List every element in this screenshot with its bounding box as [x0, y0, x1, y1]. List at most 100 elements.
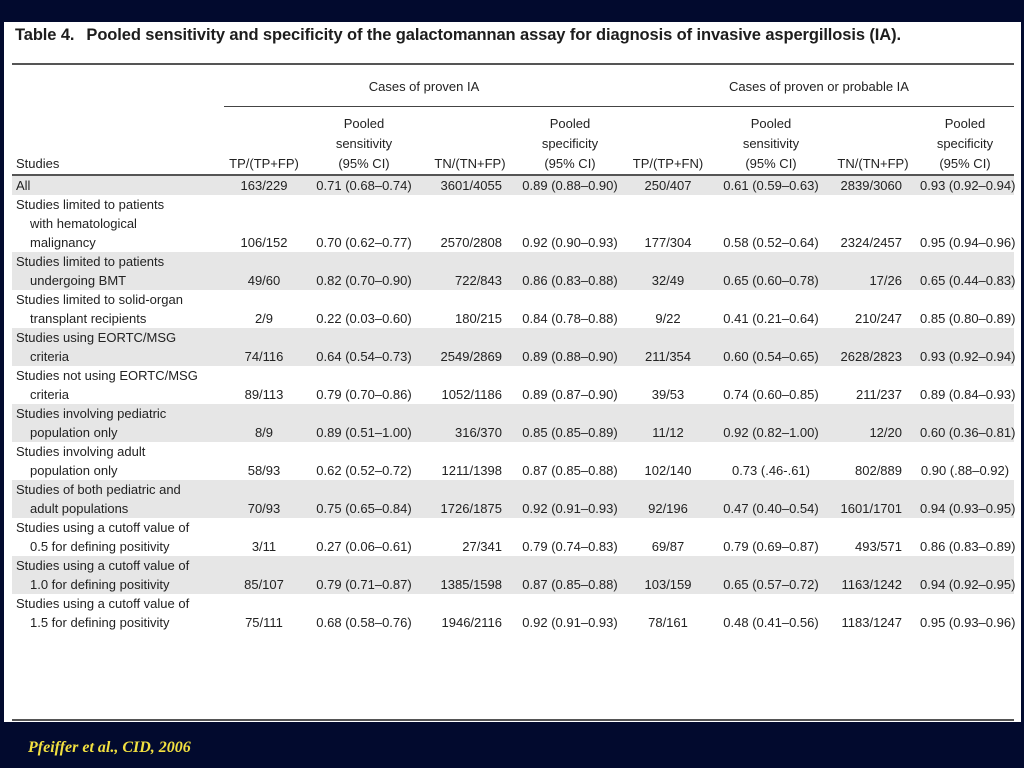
- value-cell: 180/215: [455, 311, 502, 326]
- value-cell: 8/9: [254, 425, 274, 440]
- value-cell: 0.92 (0.91–0.93): [522, 501, 618, 516]
- study-label-line: Studies using a cutoff value of: [16, 520, 190, 535]
- value-cell: 103/159: [644, 577, 692, 592]
- value-cell: 92/196: [648, 501, 688, 516]
- value-cell: 0.93 (0.92–0.94): [920, 349, 1016, 364]
- value-cell: 0.75 (0.65–0.84): [316, 501, 412, 516]
- study-label-line: Studies involving adult: [16, 444, 146, 459]
- value-cell: 69/87: [651, 539, 685, 554]
- value-cell: 211/354: [644, 349, 692, 364]
- study-label-line: population only: [30, 425, 118, 440]
- column-header-label: Pooled sensitivity (95% CI): [335, 116, 393, 171]
- value-cell: 106/152: [240, 235, 288, 250]
- citation: Pfeiffer et al., CID, 2006: [28, 739, 191, 756]
- value-cell: 0.92 (0.90–0.93): [522, 235, 618, 250]
- column-header: TN/(TN+FP): [424, 107, 516, 176]
- value-cell: 0.89 (0.51–1.00): [316, 425, 412, 440]
- value-cell: 0.95 (0.93–0.96): [920, 615, 1016, 630]
- table-caption: Pooled sensitivity and specificity of th…: [86, 26, 901, 44]
- column-header: Pooled specificity (95% CI): [516, 107, 624, 176]
- value-cell: 102/140: [644, 463, 692, 478]
- study-label-line: criteria: [30, 387, 70, 402]
- study-label-line: Studies limited to patients: [16, 197, 165, 212]
- value-cell: 2570/2808: [440, 235, 502, 250]
- study-label-line: Studies limited to solid-organ: [16, 292, 183, 307]
- value-cell: 1211/1398: [441, 463, 503, 478]
- value-cell: 74/116: [244, 349, 284, 364]
- study-label-line: Studies using EORTC/MSG: [16, 330, 177, 345]
- value-cell: 58/93: [247, 463, 281, 478]
- column-header-label: TN/(TN+FP): [434, 156, 506, 171]
- study-label-line: 1.5 for defining positivity: [30, 615, 170, 630]
- table-row: Studies limited to solid-organ transplant…: [12, 290, 1015, 328]
- group-header-spacer: [12, 66, 224, 107]
- value-cell: 0.79 (0.74–0.83): [522, 539, 618, 554]
- study-cell: Studies limited to solid-organ transplant…: [12, 290, 224, 328]
- value-cell: 0.89 (0.88–0.90): [522, 349, 618, 364]
- value-cell: 0.74 (0.60–0.85): [723, 387, 819, 402]
- study-label-line: adult populations: [30, 501, 129, 516]
- table-row: Studies using a cutoff value of 1.5 for d…: [12, 594, 1016, 632]
- table-row: Studies using a cutoff value of 1.0 for d…: [12, 556, 1016, 594]
- results-table: Cases of proven IA Cases of proven or pr…: [12, 66, 1016, 632]
- study-label-line: Studies limited to patients: [16, 254, 165, 269]
- value-cell: 163/229: [240, 178, 288, 193]
- value-cell: 0.94 (0.92–0.95): [920, 577, 1016, 592]
- value-cell: 0.71 (0.68–0.74): [316, 178, 412, 193]
- value-cell: 17/26: [869, 273, 902, 288]
- value-cell: 0.61 (0.59–0.63): [723, 178, 819, 193]
- value-cell: 0.87 (0.85–0.88): [522, 577, 618, 592]
- value-cell: 49/60: [247, 273, 281, 288]
- value-cell: 32/49: [651, 273, 685, 288]
- value-cell: 0.58 (0.52–0.64): [723, 235, 819, 250]
- column-header-label: Pooled sensitivity (95% CI): [742, 116, 800, 171]
- study-label-line: Studies using a cutoff value of: [16, 558, 190, 573]
- study-label-line: 1.0 for defining positivity: [30, 577, 170, 592]
- value-cell: 250/407: [644, 178, 692, 193]
- value-cell: 2549/2869: [440, 349, 502, 364]
- study-cell: Studies involving adult population only: [12, 442, 224, 480]
- study-label-line: population only: [30, 463, 118, 478]
- value-cell: 2839/3060: [840, 178, 902, 193]
- study-label-line: All: [16, 178, 31, 193]
- value-cell: 0.65 (0.57–0.72): [723, 577, 819, 592]
- value-cell: 0.89 (0.88–0.90): [522, 178, 618, 193]
- study-cell: Studies involving pediatric population on…: [12, 404, 224, 442]
- group-header-proven: Cases of proven IA: [224, 66, 624, 107]
- column-header-label: TP/(TP+FP): [229, 156, 299, 171]
- table-row: Studies limited to patients with hematolo…: [12, 195, 1015, 252]
- table-row: Studies involving pediatric population on…: [12, 404, 1015, 442]
- top-rule: [12, 63, 1014, 65]
- value-cell: 78/161: [648, 615, 688, 630]
- column-header: TN/(TN+FP): [830, 107, 916, 176]
- table-row: Studies using a cutoff value of 0.5 for d…: [12, 518, 1016, 556]
- value-cell: 0.86 (0.83–0.89): [920, 539, 1016, 554]
- value-cell: 0.90 (.88–0.92): [920, 463, 1010, 478]
- value-cell: 85/107: [244, 577, 284, 592]
- value-cell: 1946/2116: [441, 615, 503, 630]
- column-header: Pooled specificity (95% CI): [916, 107, 1014, 176]
- study-cell: Studies using EORTC/MSG criteria: [12, 328, 224, 366]
- value-cell: 0.64 (0.54–0.73): [316, 349, 412, 364]
- table-number: Table 4.: [15, 26, 75, 44]
- table-row: All 163/229 0.71 (0.68–0.74) 3601/4055 0.89 …: [12, 175, 1016, 195]
- value-cell: 0.93 (0.92–0.94): [920, 178, 1016, 193]
- value-cell: 211/237: [855, 387, 902, 402]
- study-cell: Studies limited to patients with hematolo…: [12, 195, 224, 252]
- study-cell: Studies not using EORTC/MSG criteria: [12, 366, 224, 404]
- value-cell: 0.82 (0.70–0.90): [316, 273, 412, 288]
- value-cell: 3601/4055: [440, 178, 502, 193]
- value-cell: 722/843: [455, 273, 502, 288]
- study-label-line: with hematological: [30, 216, 137, 231]
- column-header: Studies: [12, 107, 224, 176]
- study-label-line: 0.5 for defining positivity: [30, 539, 170, 554]
- value-cell: 2/9: [254, 311, 274, 326]
- value-cell: 0.94 (0.93–0.95): [920, 501, 1016, 516]
- study-label-line: Studies using a cutoff value of: [16, 596, 190, 611]
- study-cell: Studies limited to patients undergoing BM…: [12, 252, 224, 290]
- table-row: Studies involving adult population only 58…: [12, 442, 1014, 480]
- slide-panel: Table 4. Pooled sensitivity and specifici…: [4, 22, 1021, 722]
- study-label-line: Studies involving pediatric: [16, 406, 167, 421]
- study-label-line: Studies of both pediatric and: [16, 482, 181, 497]
- value-cell: 0.92 (0.91–0.93): [522, 615, 618, 630]
